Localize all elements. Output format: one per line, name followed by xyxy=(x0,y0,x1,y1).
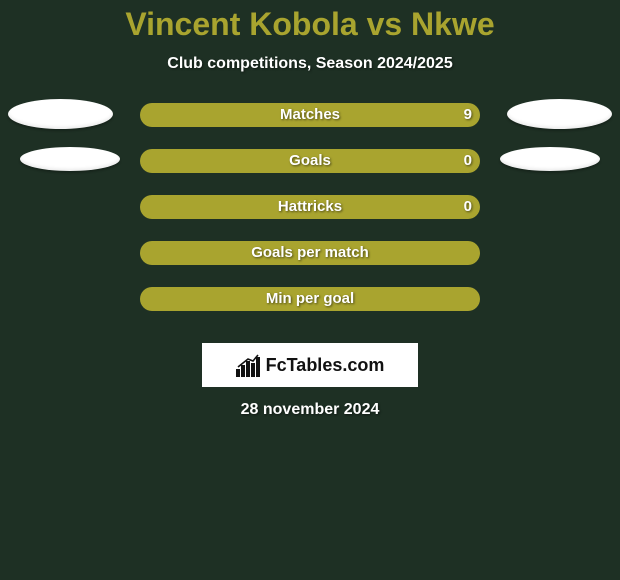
page-title: Vincent Kobola vs Nkwe xyxy=(0,0,620,43)
stat-rows: Matches9Goals0Hattricks0Goals per matchM… xyxy=(0,103,620,333)
stat-label: Goals per match xyxy=(140,241,480,265)
right-ellipse xyxy=(500,147,600,171)
stat-value: 0 xyxy=(452,149,472,173)
page-subtitle: Club competitions, Season 2024/2025 xyxy=(0,55,620,73)
stat-row: Goals0 xyxy=(0,149,620,195)
stat-row: Hattricks0 xyxy=(0,195,620,241)
stat-row: Matches9 xyxy=(0,103,620,149)
left-ellipse xyxy=(20,147,120,171)
stat-label: Min per goal xyxy=(140,287,480,311)
stat-row: Goals per match xyxy=(0,241,620,287)
stat-row: Min per goal xyxy=(0,287,620,333)
stat-label: Hattricks xyxy=(140,195,480,219)
date-line: 28 november 2024 xyxy=(0,401,620,419)
logo-box: FcTables.com xyxy=(202,343,418,387)
comparison-infographic: Vincent Kobola vs Nkwe Club competitions… xyxy=(0,0,620,580)
left-ellipse xyxy=(8,99,113,129)
stat-label: Goals xyxy=(140,149,480,173)
fctables-chart-icon xyxy=(236,353,262,377)
right-ellipse xyxy=(507,99,612,129)
stat-value: 0 xyxy=(452,195,472,219)
stat-label: Matches xyxy=(140,103,480,127)
logo-text: FcTables.com xyxy=(266,355,385,376)
stat-value: 9 xyxy=(452,103,472,127)
